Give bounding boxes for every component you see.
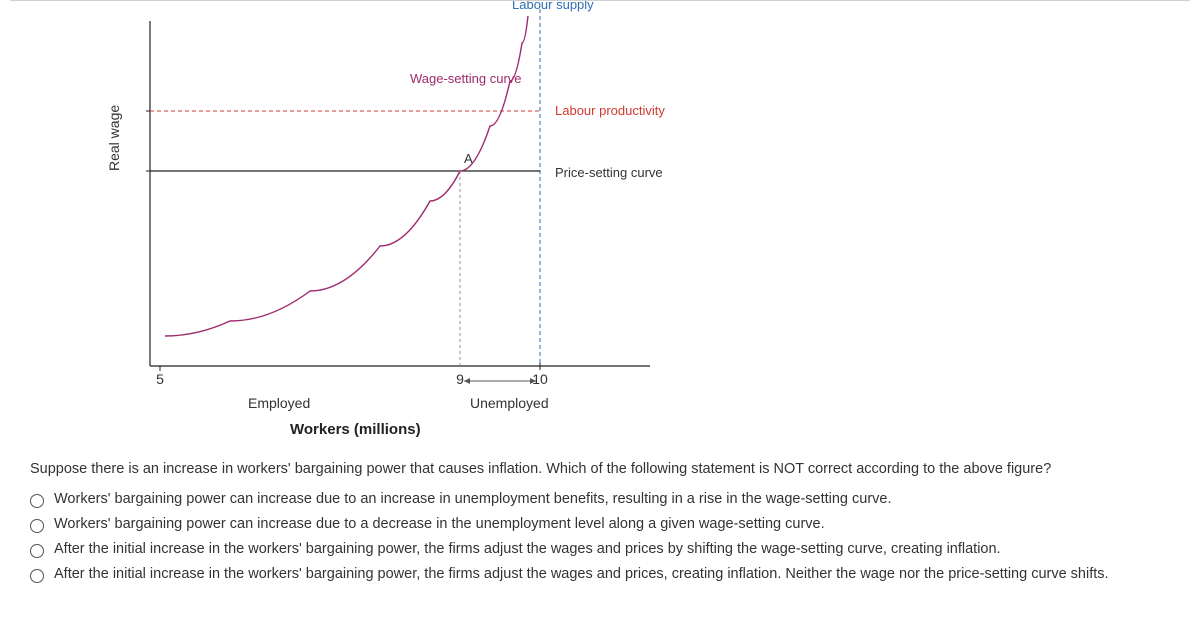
option-label: Workers' bargaining power can increase d… bbox=[54, 491, 892, 507]
x-axis-title: Workers (millions) bbox=[290, 421, 421, 438]
option-4[interactable]: After the initial increase in the worker… bbox=[30, 566, 1170, 583]
option-label: After the initial increase in the worker… bbox=[54, 566, 1109, 582]
x-tick-9: 9 bbox=[456, 371, 464, 387]
option-2[interactable]: Workers' bargaining power can increase d… bbox=[30, 516, 1170, 533]
radio-icon bbox=[30, 544, 44, 558]
question-block: Suppose there is an increase in workers'… bbox=[30, 461, 1170, 583]
svg-text:Wage-setting curve: Wage-setting curve bbox=[410, 71, 522, 86]
svg-text:A: A bbox=[464, 151, 473, 166]
x-tick-5: 5 bbox=[156, 371, 164, 387]
diagram-svg: Labour supply Labour productivity Price-se… bbox=[50, 1, 950, 431]
radio-icon bbox=[30, 569, 44, 583]
question-prompt: Suppose there is an increase in workers'… bbox=[30, 461, 1170, 477]
option-3[interactable]: After the initial increase in the worker… bbox=[30, 541, 1170, 558]
labour-market-diagram: Real wage Labour supply Labour productivi… bbox=[50, 1, 950, 431]
option-label: After the initial increase in the worker… bbox=[54, 541, 1001, 557]
svg-text:Price-setting curve: Price-setting curve bbox=[555, 165, 663, 180]
y-axis-label: Real wage bbox=[106, 105, 122, 171]
radio-icon bbox=[30, 519, 44, 533]
option-1[interactable]: Workers' bargaining power can increase d… bbox=[30, 491, 1170, 508]
x-tick-10: 10 bbox=[532, 371, 548, 387]
radio-icon bbox=[30, 494, 44, 508]
x-category-unemployed: Unemployed bbox=[470, 395, 549, 411]
x-category-employed: Employed bbox=[248, 395, 310, 411]
option-label: Workers' bargaining power can increase d… bbox=[54, 516, 825, 532]
svg-text:Labour supply: Labour supply bbox=[512, 1, 594, 12]
svg-text:Labour productivity: Labour productivity bbox=[555, 103, 665, 118]
